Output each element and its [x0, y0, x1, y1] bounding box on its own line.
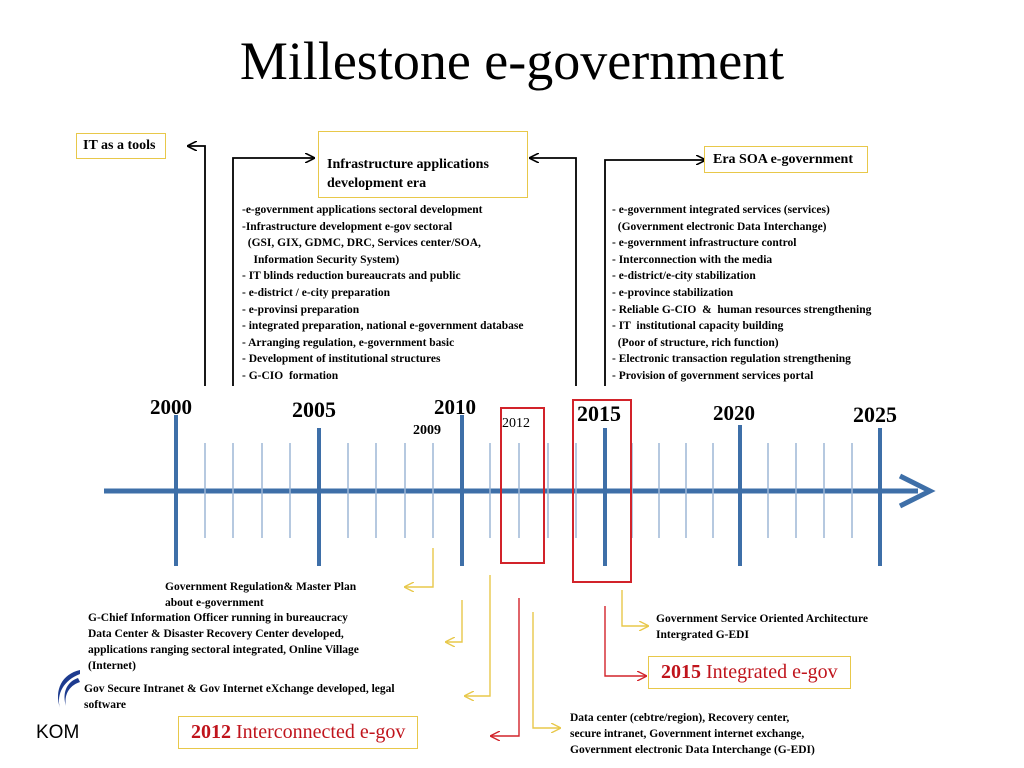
list-item: - e-district / e-city preparation [242, 286, 390, 299]
list-item: - Provision of government services porta… [612, 369, 814, 382]
era-arrows [188, 146, 705, 386]
era-it-tools-label: IT as a tools [83, 138, 156, 153]
list-item: (GSI, GIX, GDMC, DRC, Services center/SO… [242, 237, 481, 250]
soa-era-activities: - e-government integrated services (serv… [612, 202, 871, 385]
note-intranet: Gov Secure Intranet & Gov Internet eXcha… [84, 683, 395, 711]
year-label-2000: 2000 [150, 395, 192, 419]
arrow-infrastructure [232, 158, 314, 386]
list-item: - IT institutional capacity building [612, 320, 784, 333]
list-item: (Poor of structure, rich function) [612, 336, 779, 349]
minor-ticks [204, 443, 853, 538]
milestone-2012-text: Interconnected e-gov [231, 721, 406, 743]
logo-icon [58, 670, 80, 708]
year-label-2015: 2015 [577, 401, 621, 426]
list-item: (Government electronic Data Interchange) [612, 220, 827, 233]
milestone-2015-year: 2015 [661, 661, 701, 683]
list-item: - IT blinds reduction bureaucrats and pu… [242, 270, 461, 283]
list-item: - e-district/e-city stabilization [612, 270, 756, 283]
connector-2012-milestone [491, 598, 520, 736]
era-infrastructure-box: Infrastructure applications development … [318, 131, 528, 198]
connector-2015-milestone [604, 606, 646, 676]
logo-text: KOM [36, 722, 80, 743]
list-item: - Electronic transaction regulation stre… [612, 353, 851, 366]
year-label-2025: 2025 [853, 402, 897, 427]
list-item: Information Security System) [242, 253, 400, 266]
highlight-2012-frame [500, 407, 545, 564]
list-item: - e-government infrastructure control [612, 237, 797, 250]
arrow-it-tools [188, 146, 206, 386]
milestone-2015-text: Integrated e-gov [701, 661, 838, 683]
list-item: -Infrastructure development e-gov sector… [242, 220, 453, 233]
list-item: - G-CIO formation [242, 369, 339, 382]
arrow-infra-back [530, 158, 577, 386]
timeline-arrowhead [898, 473, 936, 509]
milestone-2012-year: 2012 [191, 721, 231, 743]
list-item: - Arranging regulation, e-government bas… [242, 336, 455, 349]
era-it-tools-box: IT as a tools [76, 133, 167, 159]
year-label-2009: 2009 [413, 423, 441, 438]
list-item: - Interconnection with the media [612, 253, 773, 266]
era-soa-label: Era SOA e-government [713, 152, 853, 167]
list-item: - Reliable G-CIO & human resources stren… [612, 303, 872, 316]
list-item: -e-government applications sectoral deve… [242, 204, 483, 216]
milestone-2012-box: 2012 Interconnected e-gov [178, 716, 419, 749]
year-label-2012: 2012 [502, 416, 530, 431]
era-infrastructure-label: Infrastructure applications development … [327, 157, 489, 191]
red-connectors [491, 598, 646, 736]
connector-regulation [405, 548, 434, 587]
note-soa: Government Service Oriented Architecture… [656, 613, 868, 641]
connector-datacenter [532, 612, 560, 728]
connector-soa [621, 590, 648, 626]
arrow-soa [604, 160, 705, 386]
yellow-connectors [405, 548, 648, 728]
note-gcio: G-Chief Information Officer running in b… [88, 612, 359, 672]
list-item: - integrated preparation, national e-gov… [242, 320, 524, 333]
connector-intranet [465, 575, 491, 696]
year-label-2005: 2005 [292, 397, 336, 422]
era-soa-box: Era SOA e-government [704, 146, 868, 173]
list-item: - Development of institutional structure… [242, 353, 441, 366]
page-title: Millestone e-government [239, 31, 785, 91]
year-label-2010: 2010 [434, 395, 476, 419]
note-regulation: Government Regulation& Master Plan about… [165, 581, 357, 609]
highlight-2015-frame [572, 399, 632, 583]
connector-gcio [446, 600, 463, 642]
note-datacenter: Data center (cebtre/region), Recovery ce… [570, 712, 815, 756]
list-item: - e-government integrated services (serv… [612, 204, 830, 216]
milestone-2015-box: 2015 Integrated e-gov [648, 656, 851, 689]
major-ticks [174, 415, 882, 566]
list-item: - e-provinsi preparation [242, 303, 360, 316]
list-item: - e-province stabilization [612, 286, 734, 299]
year-label-2020: 2020 [713, 401, 755, 425]
infrastructure-era-activities: -e-government applications sectoral deve… [242, 202, 524, 385]
